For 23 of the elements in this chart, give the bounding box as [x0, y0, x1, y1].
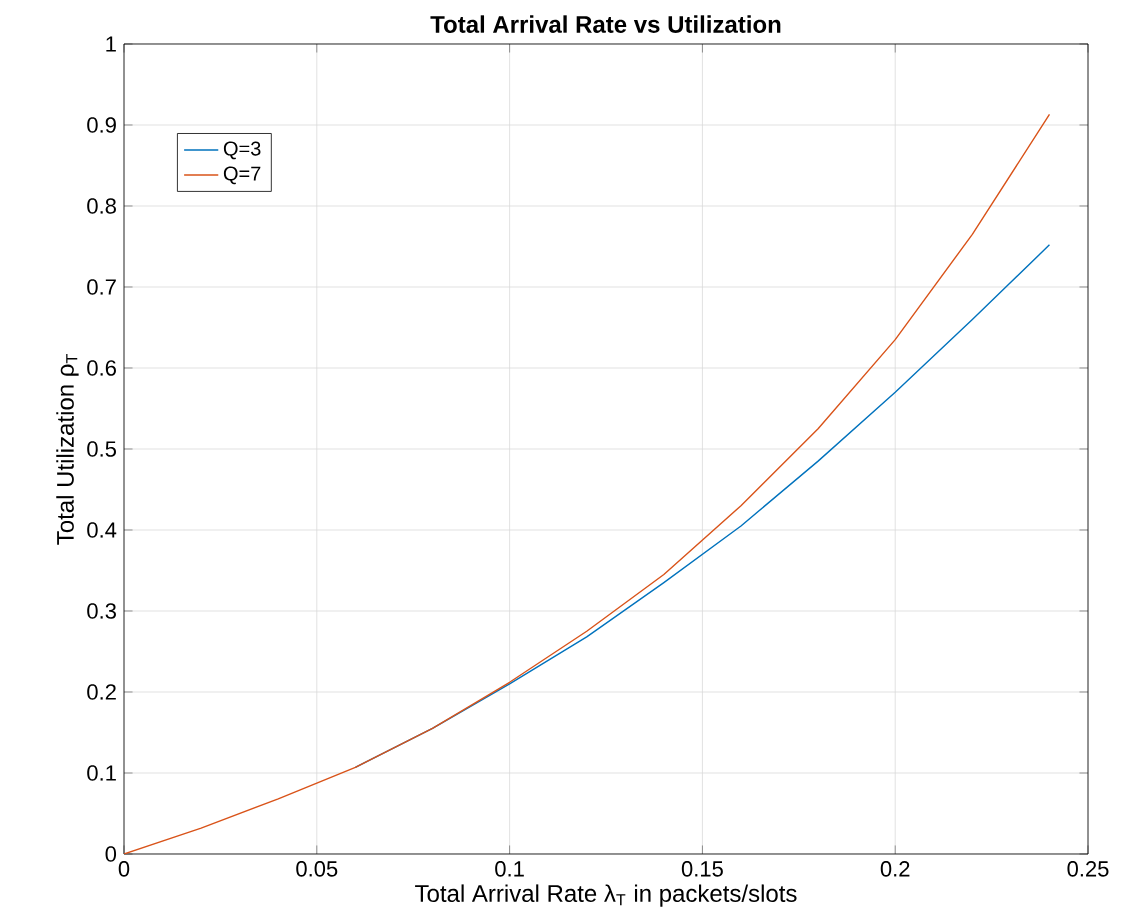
x-tick-label: 0.15	[681, 861, 723, 877]
x-tick-label: 0.1	[495, 861, 524, 877]
y-tick-label: 0.9	[87, 117, 116, 133]
y-tick-label: 0	[105, 846, 117, 862]
legend-label: Q=7	[223, 166, 261, 185]
x-tick-label: 0.25	[1067, 861, 1109, 877]
y-tick-label: 0.1	[87, 765, 116, 781]
x-tick-label: 0	[118, 861, 130, 877]
y-tick-label: 0.4	[87, 522, 117, 538]
line-series	[124, 113, 1051, 854]
x-tick-label: 0.2	[880, 861, 910, 877]
y-tick-label: 0.8	[87, 198, 116, 214]
y-tick-label: 0.2	[87, 684, 116, 700]
x-axis-title: Total Arrival Rate λ$_{T}$ in packets/slots	[415, 884, 797, 907]
chart-title: Total Arrival Rate vs Utilization	[430, 15, 781, 33]
y-tick-label: 0.3	[87, 603, 116, 619]
y-tick-label: 1	[106, 36, 116, 52]
y-tick-label: 0.6	[87, 360, 116, 376]
y-axis-title: Total Utilization ρ$_{T}$	[56, 354, 79, 545]
x-tick-label: 0.05	[296, 861, 338, 877]
y-tick-label: 0.7	[87, 279, 116, 295]
y-tick-label: 0.5	[87, 441, 116, 457]
legend-label: Q=3	[223, 141, 261, 160]
